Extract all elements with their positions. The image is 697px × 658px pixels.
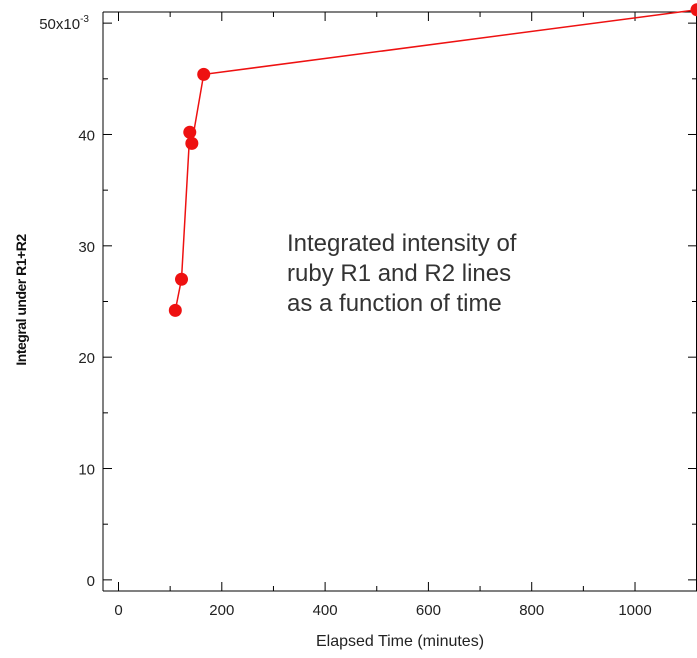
x-tick-label: 1000 — [618, 602, 651, 619]
y-tick-label: 50x10-3 — [39, 14, 89, 33]
data-point — [197, 67, 211, 81]
y-axis-title: Integral under R1+R2 — [13, 234, 29, 366]
y-tick-label: 10 — [78, 462, 95, 479]
y-tick-label: 0 — [87, 573, 95, 590]
y-tick-label-base: 50x10 — [39, 16, 80, 33]
data-point — [185, 136, 199, 150]
data-point — [183, 125, 197, 139]
x-tick-label: 600 — [416, 602, 441, 619]
y-tick-label: 30 — [78, 239, 95, 256]
x-tick-label: 0 — [114, 602, 122, 619]
axes: 0 200 400 600 800 1000 0 10 20 30 40 50x10-3 — [39, 11, 697, 619]
data-point — [168, 303, 182, 317]
data-point — [690, 3, 697, 17]
y-tick-label: 20 — [78, 350, 95, 367]
x-tick-label: 400 — [313, 602, 338, 619]
y-tick-label-exponent: -3 — [80, 14, 89, 25]
annotation-line: Integrated intensity of — [287, 230, 517, 257]
x-tick-label: 800 — [519, 602, 544, 619]
y-tick-label: 40 — [78, 127, 95, 144]
x-tick-label: 200 — [209, 602, 234, 619]
annotation-line: as a function of time — [287, 290, 502, 317]
series-layer — [168, 3, 697, 317]
annotation-line: ruby R1 and R2 lines — [287, 260, 511, 287]
data-point — [175, 272, 189, 286]
x-axis-title: Elapsed Time (minutes) — [316, 633, 484, 650]
annotation-layer: Integrated intensity of ruby R1 and R2 li… — [287, 230, 517, 317]
